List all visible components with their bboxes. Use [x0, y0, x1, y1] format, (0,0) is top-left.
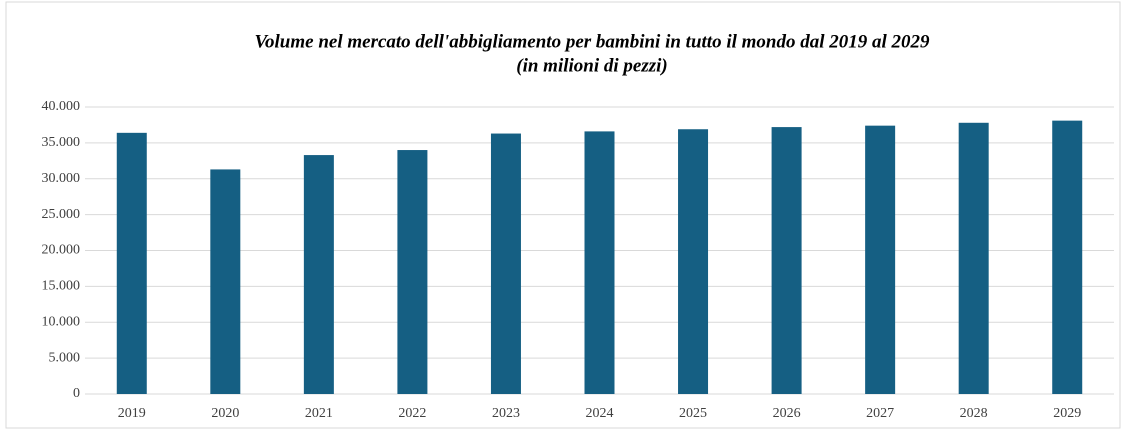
bar	[865, 125, 896, 394]
x-tick-label: 2025	[679, 406, 707, 421]
x-tick-label: 2028	[960, 406, 988, 421]
y-tick-label: 25.000	[42, 207, 81, 222]
bar	[1052, 120, 1083, 394]
y-tick-label: 5.000	[49, 350, 81, 365]
x-tick-label: 2021	[305, 406, 333, 421]
bar	[210, 169, 241, 394]
bar	[678, 129, 709, 394]
bar	[584, 131, 615, 394]
y-tick-label: 0	[73, 386, 80, 401]
bar	[116, 132, 147, 394]
x-tick-label: 2024	[586, 406, 614, 421]
y-tick-label: 15.000	[42, 279, 81, 294]
chart-title: Volume nel mercato dell'abbigliamento pe…	[254, 31, 930, 52]
bar	[958, 122, 989, 394]
x-tick-label: 2020	[211, 406, 239, 421]
bar	[490, 133, 521, 395]
bar	[771, 127, 802, 394]
y-tick-label: 10.000	[42, 314, 81, 329]
y-tick-label: 40.000	[42, 99, 81, 114]
x-tick-label: 2022	[398, 406, 426, 421]
x-tick-label: 2019	[118, 406, 146, 421]
x-tick-label: 2026	[773, 406, 801, 421]
bar	[397, 150, 428, 394]
y-tick-label: 20.000	[42, 243, 81, 258]
x-tick-label: 2023	[492, 406, 520, 421]
bar	[303, 155, 334, 394]
x-tick-label: 2029	[1053, 406, 1081, 421]
chart-subtitle: (in milioni di pezzi)	[516, 55, 668, 76]
y-tick-label: 35.000	[42, 135, 81, 150]
x-tick-label: 2027	[866, 406, 894, 421]
y-tick-label: 30.000	[42, 171, 81, 186]
